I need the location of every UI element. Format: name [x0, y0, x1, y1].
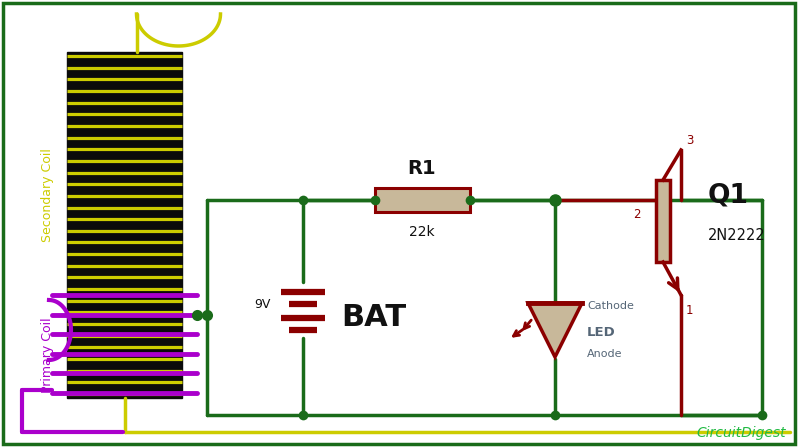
- Text: Q1: Q1: [708, 182, 749, 208]
- Polygon shape: [528, 303, 582, 357]
- Bar: [375, 188, 470, 212]
- Text: LED: LED: [587, 325, 616, 338]
- Text: 2N2222: 2N2222: [708, 228, 766, 243]
- Text: R1: R1: [408, 159, 437, 177]
- Text: BAT: BAT: [341, 304, 406, 333]
- Text: CircuitDigest: CircuitDigest: [697, 426, 786, 440]
- Text: Anode: Anode: [587, 349, 622, 359]
- Text: 9V: 9V: [255, 299, 271, 312]
- Bar: [67, 52, 182, 398]
- Text: 22k: 22k: [409, 225, 435, 239]
- Text: 1: 1: [686, 304, 693, 316]
- Bar: [656, 180, 670, 262]
- Text: Cathode: Cathode: [587, 301, 634, 311]
- Text: 3: 3: [686, 134, 693, 147]
- Text: Secondary Coil: Secondary Coil: [41, 148, 54, 242]
- Text: 2: 2: [633, 208, 641, 222]
- Text: Primary Coil: Primary Coil: [41, 317, 54, 393]
